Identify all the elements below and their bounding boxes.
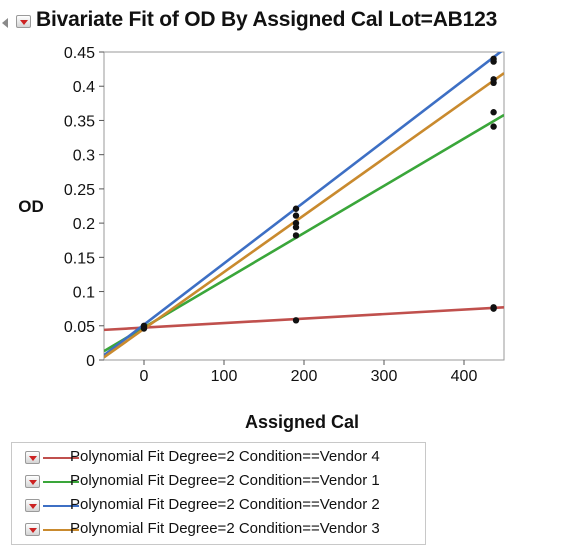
legend-label: Polynomial Fit Degree=2 Condition==Vendo…	[70, 496, 380, 513]
data-point	[490, 109, 497, 116]
data-point	[490, 76, 497, 83]
fit-line-2	[104, 113, 504, 353]
data-point	[292, 317, 300, 324]
legend-swatch	[43, 481, 79, 483]
x-axis: 0 100 200 300 400	[140, 360, 478, 385]
data-point	[292, 232, 300, 239]
bivariate-chart: 0 0.05 0.1 0.15 0.2 0.25 0.3 0.35 0.4 0.45 0 100 20…	[18, 45, 505, 432]
y-tick-label: 0.2	[73, 216, 95, 233]
data-points	[140, 55, 497, 332]
legend: Polynomial Fit Degree=2 Condition==Vendo…	[11, 442, 426, 545]
data-point	[490, 304, 497, 311]
y-tick-label: 0.25	[64, 182, 95, 199]
legend-item: Polynomial Fit Degree=2 Condition==Vendo…	[12, 517, 425, 541]
legend-swatch	[43, 529, 79, 531]
data-point	[140, 323, 148, 330]
x-tick-label: 300	[371, 368, 398, 385]
y-tick-label: 0.35	[64, 113, 95, 130]
red-triangle-menu-icon[interactable]	[16, 15, 31, 28]
legend-label: Polynomial Fit Degree=2 Condition==Vendo…	[70, 472, 380, 489]
data-point	[490, 55, 497, 63]
report-header: Bivariate Fit of OD By Assigned Cal Lot=…	[0, 6, 572, 38]
y-axis: 0 0.05 0.1 0.15 0.2 0.25 0.3 0.35 0.4 0.45	[64, 45, 104, 370]
fit-line-4	[104, 72, 504, 359]
red-triangle-menu-icon[interactable]	[25, 475, 40, 488]
fit-lines	[104, 52, 504, 359]
legend-swatch	[43, 457, 79, 459]
y-tick-label: 0.15	[64, 250, 95, 267]
data-point	[292, 219, 300, 227]
red-triangle-menu-icon[interactable]	[25, 523, 40, 536]
x-tick-label: 400	[451, 368, 478, 385]
legend-item: Polynomial Fit Degree=2 Condition==Vendo…	[12, 493, 425, 517]
legend-label: Polynomial Fit Degree=2 Condition==Vendo…	[70, 448, 380, 465]
y-tick-label: 0.4	[73, 79, 95, 96]
y-axis-label: OD	[18, 197, 44, 216]
legend-label: Polynomial Fit Degree=2 Condition==Vendo…	[70, 520, 380, 537]
collapse-triangle-icon[interactable]	[2, 18, 8, 28]
data-point	[490, 123, 497, 130]
y-tick-label: 0	[86, 353, 95, 370]
x-tick-label: 0	[140, 368, 149, 385]
data-point	[292, 205, 300, 212]
red-triangle-menu-icon[interactable]	[25, 451, 40, 464]
y-tick-label: 0.45	[64, 45, 95, 62]
y-tick-label: 0.05	[64, 319, 95, 336]
red-triangle-menu-icon[interactable]	[25, 499, 40, 512]
x-tick-label: 200	[291, 368, 318, 385]
x-axis-label: Assigned Cal	[245, 412, 359, 432]
y-tick-label: 0.3	[73, 148, 95, 165]
legend-item: Polynomial Fit Degree=2 Condition==Vendo…	[12, 469, 425, 493]
fit-line-3	[104, 52, 503, 357]
fit-line-1	[104, 305, 504, 332]
legend-swatch	[43, 505, 79, 507]
data-point	[292, 212, 300, 219]
report-title: Bivariate Fit of OD By Assigned Cal Lot=…	[36, 8, 498, 31]
legend-item: Polynomial Fit Degree=2 Condition==Vendo…	[12, 445, 425, 469]
x-tick-label: 100	[211, 368, 238, 385]
y-tick-label: 0.1	[73, 285, 95, 302]
